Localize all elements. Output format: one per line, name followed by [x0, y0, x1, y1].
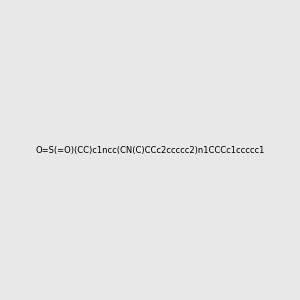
- Text: O=S(=O)(CC)c1ncc(CN(C)CCc2ccccc2)n1CCCc1ccccc1: O=S(=O)(CC)c1ncc(CN(C)CCc2ccccc2)n1CCCc1…: [35, 146, 265, 154]
